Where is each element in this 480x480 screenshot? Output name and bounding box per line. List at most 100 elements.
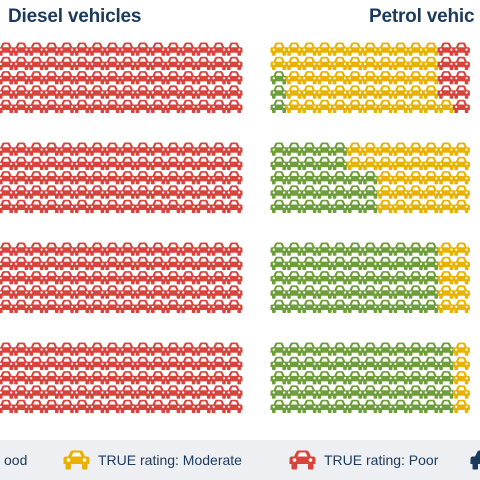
car-icon-poor: [58, 356, 76, 371]
car-icon-good: [270, 71, 288, 85]
car-icon-poor: [179, 142, 197, 156]
car-icon-poor: [73, 56, 91, 71]
car-icon-good: [300, 142, 318, 156]
car-icon-moderate: [437, 271, 455, 285]
car-icon-moderate: [376, 42, 394, 56]
car-icon-poor: [43, 171, 61, 185]
car-icon-poor: [134, 56, 152, 71]
car-icon-poor: [27, 142, 45, 156]
car-icon-poor: [164, 99, 182, 113]
car-icon-poor: [119, 42, 137, 56]
car-icon-poor: [0, 299, 15, 313]
car-icon-poor: [119, 271, 137, 285]
car-icon-good: [422, 285, 440, 299]
car-icon-good: [316, 256, 334, 271]
car-icon-moderate: [346, 56, 364, 71]
car-icon-poor: [103, 256, 121, 271]
car-icon-poor: [43, 242, 61, 256]
car-icon-poor: [0, 85, 15, 99]
car-icon-poor: [12, 142, 30, 156]
car-icon-moderate: [452, 171, 470, 185]
car-icon-poor: [195, 142, 213, 156]
car-icon-good: [437, 371, 455, 385]
car-icon-good: [376, 285, 394, 299]
car-icon-poor: [27, 199, 45, 213]
car-icon-poor: [88, 156, 106, 171]
car-icon-poor: [134, 42, 152, 56]
car-icon-good: [422, 299, 440, 313]
car-icon-good: [331, 271, 349, 285]
car-icon-moderate: [346, 71, 364, 85]
car-icon-moderate: [407, 56, 425, 71]
car-icon-poor: [103, 285, 121, 299]
car-icon-moderate: [422, 142, 440, 156]
car-icon-good: [270, 271, 288, 285]
car-icon-good: [270, 256, 288, 271]
car-icon-good: [300, 199, 318, 213]
car-icon-poor: [195, 299, 213, 313]
car-icon-poor: [164, 285, 182, 299]
car-icon-poor: [225, 156, 243, 171]
car-icon-moderate: [392, 142, 410, 156]
car-icon-poor: [149, 199, 167, 213]
car-icon-poor: [43, 185, 61, 199]
car-icon-poor: [0, 371, 15, 385]
car-icon-good: [300, 285, 318, 299]
car-icon-poor: [12, 371, 30, 385]
car-icon-moderate: [422, 56, 440, 71]
car-icon-poor: [225, 199, 243, 213]
car-icon-poor: [27, 385, 45, 399]
car-icon-moderate: [331, 99, 349, 113]
car-icon-poor: [43, 99, 61, 113]
car-icon-poor: [88, 171, 106, 185]
car-icon-poor: [119, 385, 137, 399]
car-icon-good: [346, 171, 364, 185]
car-icon-poor: [134, 285, 152, 299]
car-icon-poor: [103, 56, 121, 71]
car-icon-moderate: [452, 185, 470, 199]
car-icon-good: [376, 342, 394, 356]
car-icon-poor: [119, 356, 137, 371]
car-icon-good: [316, 156, 334, 171]
car-icon-poor: [195, 99, 213, 113]
car-icon-poor: [149, 242, 167, 256]
car-icon-poor: [58, 399, 76, 413]
car-icon-poor: [134, 385, 152, 399]
car-icon-moderate: [392, 199, 410, 213]
car-icon-good: [422, 356, 440, 371]
car-icon-poor: [225, 371, 243, 385]
car-icon-poor: [119, 71, 137, 85]
car-icon-poor: [225, 185, 243, 199]
car-icon-good: [300, 156, 318, 171]
car-icon-poor: [27, 356, 45, 371]
car-icon-poor: [73, 356, 91, 371]
car-icon-poor: [195, 156, 213, 171]
car-icon-moderate: [346, 99, 364, 113]
car-icon-poor: [164, 399, 182, 413]
car-icon-poor: [179, 271, 197, 285]
car-icon-good: [331, 385, 349, 399]
car-icon-good: [437, 385, 455, 399]
car-icon-poor: [0, 99, 15, 113]
car-icon-poor: [179, 156, 197, 171]
car-icon-poor: [149, 385, 167, 399]
car-icon-poor: [88, 371, 106, 385]
car-icon-good: [270, 99, 288, 113]
car-icon-good: [361, 385, 379, 399]
car-icon-poor: [195, 171, 213, 185]
car-icon-poor: [73, 171, 91, 185]
car-icon-moderate: [422, 42, 440, 56]
car-icon-poor: [88, 85, 106, 99]
car-icon-good: [392, 271, 410, 285]
car-icon-poor: [164, 299, 182, 313]
car-icon-poor: [0, 171, 15, 185]
car-icon-poor: [58, 285, 76, 299]
car-icon-poor: [12, 199, 30, 213]
car-icon-good: [407, 371, 425, 385]
car-icon-poor: [179, 256, 197, 271]
car-icon-good: [422, 256, 440, 271]
car-icon-good: [346, 399, 364, 413]
car-icon-poor: [0, 242, 15, 256]
car-icon-poor: [179, 371, 197, 385]
car-icon-poor: [452, 85, 470, 99]
